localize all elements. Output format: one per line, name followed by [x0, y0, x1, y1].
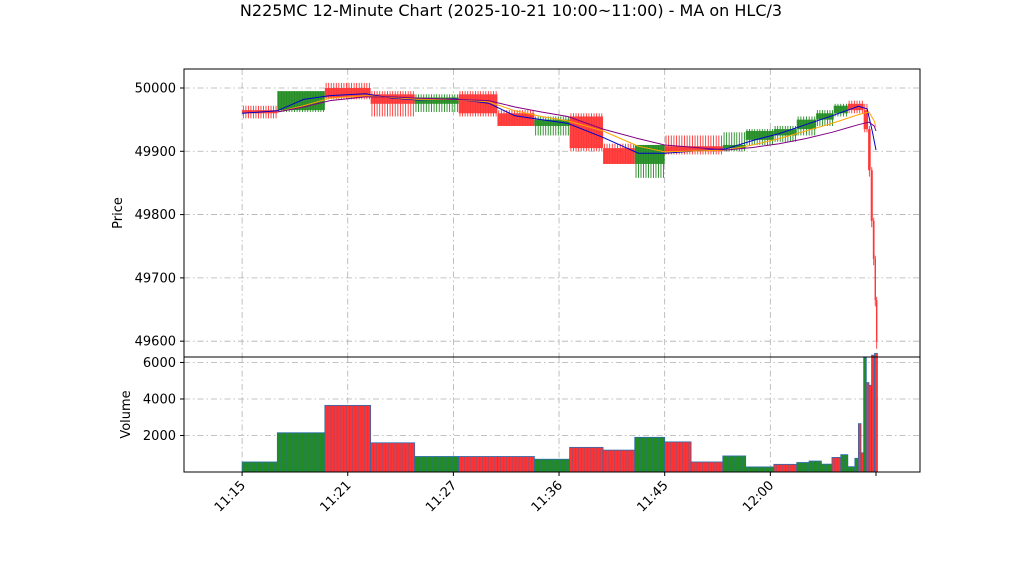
volume-bar-body: [854, 457, 859, 473]
candle-body: [324, 87, 371, 98]
volume-bar-body: [370, 442, 416, 473]
candle-body: [870, 170, 873, 221]
volume-bar: [854, 457, 859, 473]
candle-body: [773, 129, 797, 136]
x-tick-label: 11:45: [634, 478, 671, 515]
volume-bar: [634, 436, 666, 473]
price-y-tick-label: 49800: [135, 208, 176, 223]
candle-body: [816, 113, 834, 120]
volume-bar: [414, 456, 460, 473]
candle-down: [875, 296, 878, 349]
candle-down: [569, 113, 604, 152]
volume-y-tick-label: 2000: [143, 429, 176, 444]
candle-body: [414, 97, 459, 104]
candle-down: [868, 125, 871, 177]
candle-body: [370, 94, 415, 104]
volume-bar-body: [831, 456, 842, 473]
volume-bar: [569, 446, 604, 473]
volume-y-tick-label: 6000: [143, 356, 176, 371]
volume-bar: [840, 454, 849, 473]
volume-y-tick-label: 4000: [143, 392, 176, 407]
volume-bar-body: [745, 466, 775, 473]
volume-bar: [276, 432, 326, 473]
candle-down: [458, 91, 498, 117]
x-axis: 11:15 11:21 11:27 11:36 11:45 12:00: [212, 472, 877, 515]
candle-body: [569, 116, 604, 149]
x-tick-label: 11:21: [317, 478, 354, 515]
candle-down: [870, 167, 873, 228]
candle-body: [868, 129, 871, 171]
volume-bar: [871, 354, 875, 473]
candle-body: [458, 94, 498, 114]
volume-panel: 2000 4000 6000 Volume: [119, 352, 921, 473]
x-tick-label: 12:00: [740, 478, 777, 515]
volume-bar: [241, 461, 278, 473]
price-y-tick-label: 50000: [135, 81, 176, 96]
chart-title: N225MC 12-Minute Chart (2025-10-21 10:00…: [240, 1, 782, 20]
volume-bar-body: [874, 352, 878, 473]
candle-body: [534, 119, 570, 126]
volume-bar: [664, 441, 692, 473]
volume-bar: [602, 449, 636, 473]
volume-bar: [831, 456, 842, 473]
volume-bar-body: [664, 441, 692, 473]
candle-body: [863, 110, 869, 130]
volume-bar: [497, 456, 535, 473]
candle-up: [816, 110, 834, 126]
candle-down: [370, 91, 415, 117]
candle-body: [875, 300, 878, 342]
volume-frame: [183, 356, 921, 473]
price-frame: [183, 68, 921, 358]
x-tick-label: 11:36: [529, 478, 566, 515]
ma-line-fast: [242, 93, 877, 154]
volume-bar: [745, 466, 775, 473]
candle-body: [745, 131, 774, 140]
price-y-tick-label: 49700: [135, 271, 176, 286]
candle-up: [634, 144, 665, 178]
candle-body: [872, 220, 875, 259]
volume-bar: [796, 462, 810, 473]
volume-bar-body: [569, 446, 604, 473]
volume-bar: [820, 463, 833, 473]
candle-down: [874, 255, 876, 307]
volume-bar-body: [690, 461, 724, 473]
candle-up: [414, 94, 459, 113]
volume-bar-body: [602, 449, 636, 473]
volume-bar: [722, 455, 747, 473]
volume-bar: [690, 461, 724, 473]
candle-body: [634, 144, 665, 164]
volume-bar: [808, 460, 822, 473]
volume-bar: [370, 442, 416, 473]
price-y-axis-label: Price: [111, 197, 126, 229]
volume-bar-body: [324, 404, 372, 473]
volume-bar: [874, 352, 878, 473]
price-y-tick-label: 49900: [135, 145, 176, 160]
candle-body: [664, 146, 723, 152]
candle-body: [874, 258, 876, 301]
x-tick-label: 11:27: [423, 478, 460, 515]
volume-bar: [773, 463, 798, 473]
candle-down: [497, 110, 535, 126]
candle-down: [603, 143, 635, 164]
candle-down: [872, 217, 875, 266]
candle-body: [603, 148, 635, 164]
x-tick-label: 11:15: [212, 478, 249, 515]
volume-bar-body: [871, 354, 875, 473]
price-panel: 49600 49700 49800 49900 50000 Price: [111, 68, 921, 358]
volume-bar: [458, 456, 498, 473]
volume-bar: [324, 404, 372, 473]
volume-bar: [533, 458, 571, 473]
volume-y-axis-label: Volume: [119, 390, 134, 438]
volume-bar-body: [414, 456, 460, 473]
volume-bar: [847, 466, 856, 473]
price-y-tick-label: 49600: [135, 335, 176, 350]
candle-body: [497, 113, 535, 126]
candle-body: [833, 105, 848, 114]
ma-line-slow: [277, 96, 877, 151]
candle-up: [745, 129, 774, 145]
